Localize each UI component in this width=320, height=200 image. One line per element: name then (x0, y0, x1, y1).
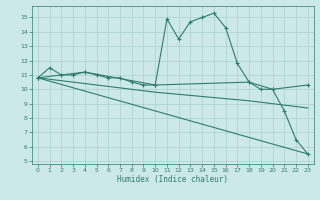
X-axis label: Humidex (Indice chaleur): Humidex (Indice chaleur) (117, 175, 228, 184)
